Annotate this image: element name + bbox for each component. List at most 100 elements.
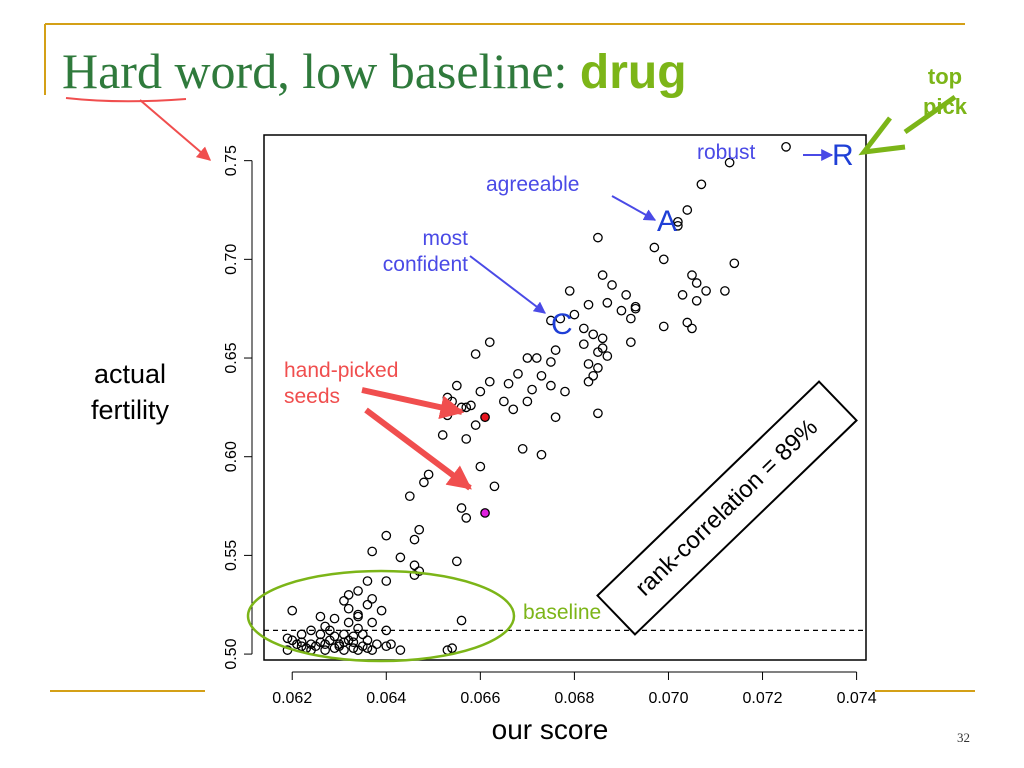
data-point: [367, 617, 378, 628]
data-point: [381, 530, 392, 541]
data-point: [348, 637, 359, 648]
data-point: [456, 615, 467, 626]
data-point: [296, 637, 307, 648]
seed-arrow-2: [364, 407, 472, 491]
data-point: [508, 404, 519, 415]
data-point: [550, 345, 561, 355]
data-point: [329, 613, 340, 624]
data-point: [423, 469, 434, 480]
data-point: [343, 635, 354, 646]
data-point: [353, 611, 363, 622]
data-point: [287, 605, 298, 616]
data-point: [282, 633, 293, 644]
data-point: [437, 430, 448, 440]
data-point: [353, 586, 363, 596]
data-point: [616, 305, 627, 316]
data-point: [409, 534, 420, 545]
data-point: [395, 552, 406, 563]
data-point: [362, 635, 373, 646]
y-axis-label: actual fertility: [90, 359, 169, 425]
data-point: [649, 242, 660, 253]
y-tick-label: 0.75: [223, 145, 240, 176]
letter-a: A: [657, 205, 678, 238]
data-point: [658, 321, 669, 332]
data-point: [531, 353, 542, 363]
title-keyword: drug: [579, 46, 687, 99]
data-point: [372, 639, 382, 650]
data-point: [560, 386, 570, 397]
underline-hard: [65, 97, 187, 103]
axes: 0.062 0.064 0.066 0.068 0.070 0.072 0.074 0.50 0…: [223, 145, 877, 707]
data-point: [334, 641, 345, 652]
data-point: [367, 593, 378, 604]
data-point: [781, 141, 791, 152]
y-tick-label: 0.55: [223, 540, 240, 571]
most-confident-arrow: [469, 255, 546, 314]
data-point: [677, 290, 688, 300]
data-point: [593, 347, 603, 357]
data-point: [376, 605, 387, 616]
data-point: [578, 323, 589, 334]
data-point: [499, 396, 509, 407]
data-point: [625, 337, 636, 348]
data-point: [404, 491, 415, 502]
baseline-cluster-ellipse: [246, 569, 516, 663]
data-point: [691, 278, 702, 288]
data-point: [569, 309, 580, 320]
data-point: [546, 380, 556, 391]
x-tick-label: 0.068: [554, 690, 594, 707]
data-point: [343, 603, 354, 614]
data-point: [409, 570, 420, 580]
data-point: [522, 353, 533, 363]
x-tick-label: 0.066: [460, 690, 500, 707]
data-point: [475, 461, 486, 472]
data-point: [343, 617, 354, 628]
data-point: [602, 297, 613, 308]
data-point: [724, 157, 735, 168]
data-point: [682, 205, 693, 215]
robust-label: robust: [697, 141, 756, 164]
data-point: [673, 220, 683, 231]
data-point: [588, 370, 599, 381]
data-point: [546, 315, 556, 326]
data-point: [362, 599, 373, 610]
data-point: [395, 645, 406, 655]
data-point: [513, 368, 523, 379]
data-point: [536, 449, 547, 460]
x-tick-label: 0.064: [366, 690, 406, 707]
agreeable-label: agreeable: [486, 173, 580, 196]
data-point: [696, 179, 707, 190]
data-point: [593, 363, 603, 373]
data-point: [381, 625, 392, 636]
most-confident-label: most confident: [330, 226, 468, 278]
data-point: [621, 290, 631, 300]
page-number: 32: [957, 730, 970, 745]
data-point: [367, 645, 378, 655]
data-point: [583, 376, 594, 387]
data-point: [320, 645, 330, 655]
data-point: [409, 560, 420, 571]
data-point: [578, 339, 589, 350]
data-point: [593, 408, 603, 419]
data-point: [353, 609, 363, 620]
data-point: [470, 420, 481, 430]
seed-point: [480, 412, 490, 423]
data-point: [461, 434, 472, 444]
data-points: [282, 141, 791, 655]
x-tick-label: 0.072: [743, 690, 783, 707]
data-point: [339, 595, 349, 606]
data-point: [343, 590, 354, 600]
hand-picked-line2: seeds: [284, 385, 341, 408]
data-point: [367, 546, 378, 557]
data-point: [320, 639, 330, 650]
data-point: [357, 629, 368, 640]
data-point: [296, 641, 307, 652]
y-tick-label: 0.70: [223, 244, 240, 275]
data-point: [583, 359, 594, 369]
data-point: [362, 576, 373, 586]
top-pick-arrow-head: [858, 116, 906, 156]
data-point: [658, 254, 669, 265]
data-point: [503, 378, 514, 389]
